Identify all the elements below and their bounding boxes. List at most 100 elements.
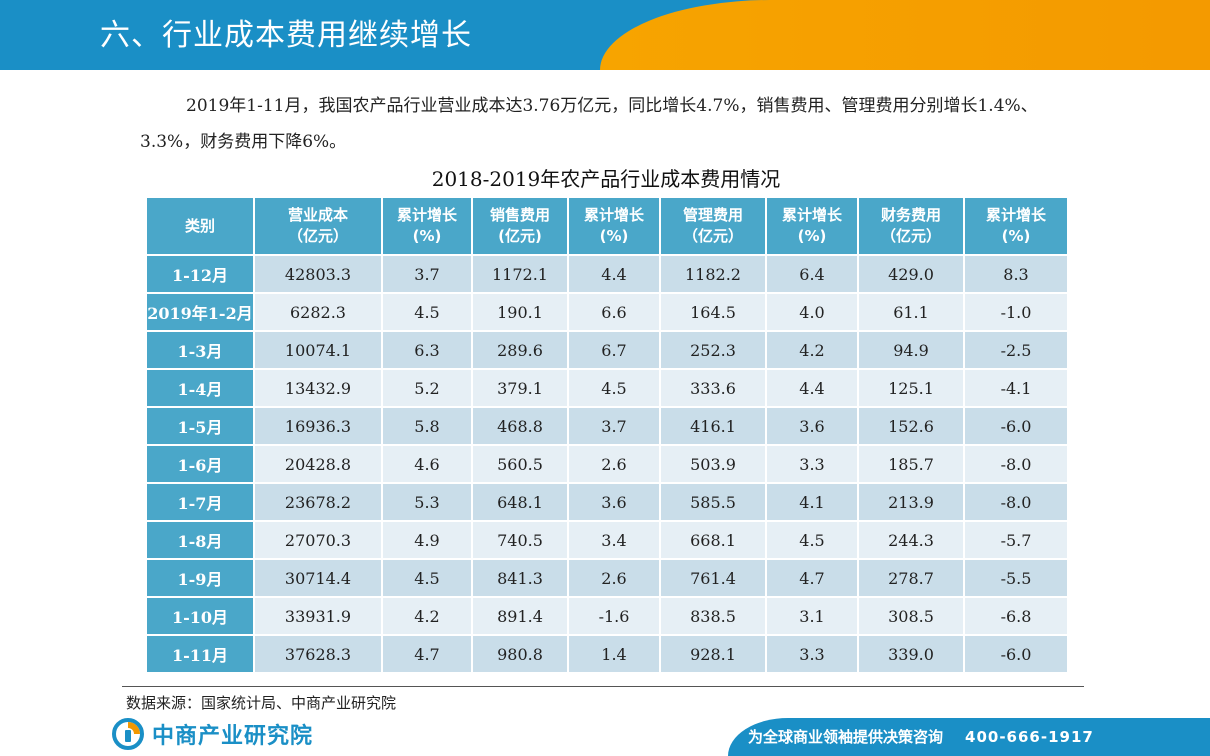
table-cell: 289.6 — [471, 330, 569, 370]
table-row: 1-11月 37628.3 4.7 980.8 1.4 928.1 3.3 339.0 -6.0 — [145, 634, 1069, 674]
table-cell: 4.5 — [381, 558, 473, 598]
column-header: 财务费用 （亿元） — [857, 196, 965, 256]
table-cell: 560.5 — [471, 444, 569, 484]
table-cell: 6282.3 — [253, 292, 383, 332]
table-cell: 841.3 — [471, 558, 569, 598]
table-cell: 33931.9 — [253, 596, 383, 636]
table-cell: 308.5 — [857, 596, 965, 636]
table-cell: 648.1 — [471, 482, 569, 522]
table-cell: 8.3 — [963, 254, 1069, 294]
source-divider — [122, 686, 1084, 687]
table-cell: 6.3 — [381, 330, 473, 370]
table-cell: 252.3 — [659, 330, 767, 370]
table-cell: 37628.3 — [253, 634, 383, 674]
table-row: 1-12月 42803.3 3.7 1172.1 4.4 1182.2 6.4 429.0 8.… — [145, 254, 1069, 294]
table-cell: 3.6 — [765, 406, 859, 446]
row-label: 1-3月 — [145, 330, 255, 370]
table-cell: 761.4 — [659, 558, 767, 598]
table-cell: 891.4 — [471, 596, 569, 636]
column-header-label: 累计增长 — [985, 206, 1046, 224]
column-header: 累计增长 (%) — [567, 196, 661, 256]
table-cell: 42803.3 — [253, 254, 383, 294]
table-cell: 4.7 — [765, 558, 859, 598]
column-header-label: 营业成本 — [287, 206, 348, 224]
table-cell: 244.3 — [857, 520, 965, 560]
table-cell: 668.1 — [659, 520, 767, 560]
table-cell: 1.4 — [567, 634, 661, 674]
row-label: 1-5月 — [145, 406, 255, 446]
table-row: 1-3月 10074.1 6.3 289.6 6.7 252.3 4.2 94.9 -2.5 — [145, 330, 1069, 370]
table-cell: 3.3 — [765, 634, 859, 674]
column-header-unit: （亿元） — [880, 227, 941, 245]
column-header-unit: (%) — [1001, 227, 1031, 245]
table-cell: 928.1 — [659, 634, 767, 674]
table-cell: 838.5 — [659, 596, 767, 636]
column-header-label: 销售费用 — [489, 206, 550, 224]
table-cell: 4.5 — [765, 520, 859, 560]
column-header-unit: (亿元) — [498, 227, 542, 245]
table-row: 1-9月 30714.4 4.5 841.3 2.6 761.4 4.7 278.7 -5.5 — [145, 558, 1069, 598]
column-header: 管理费用 （亿元） — [659, 196, 767, 256]
column-header: 累计增长 (%) — [381, 196, 473, 256]
table-cell: 3.7 — [381, 254, 473, 294]
intro-paragraph: 2019年1-11月，我国农产品行业营业成本达3.76万亿元，同比增长4.7%，… — [140, 96, 1038, 152]
table-cell: 980.8 — [471, 634, 569, 674]
table-cell: 429.0 — [857, 254, 965, 294]
column-header-label: 管理费用 — [682, 206, 743, 224]
cost-table: 类别 营业成本 （亿元） 累计增长 (%) 销售费用 (亿元) 累计增长 (%) 管理费用 （亿元）… — [145, 196, 1069, 674]
table-cell: 379.1 — [471, 368, 569, 408]
table-cell: 2.6 — [567, 444, 661, 484]
table-title: 2018-2019年农产品行业成本费用情况 — [431, 167, 781, 191]
footer-slogan: 为全球商业领袖提供决策咨询 — [748, 728, 944, 746]
table-cell: 4.2 — [765, 330, 859, 370]
row-label: 1-8月 — [145, 520, 255, 560]
column-header-label: 财务费用 — [880, 206, 941, 224]
table-cell: 213.9 — [857, 482, 965, 522]
column-header: 类别 — [145, 196, 255, 256]
header-orange-swoosh — [600, 0, 1210, 70]
column-header-unit: (%) — [797, 227, 827, 245]
table-cell: 740.5 — [471, 520, 569, 560]
row-label: 2019年1-2月 — [145, 292, 255, 332]
table-cell: 152.6 — [857, 406, 965, 446]
table-cell: 16936.3 — [253, 406, 383, 446]
table-cell: 6.4 — [765, 254, 859, 294]
table-cell: 1172.1 — [471, 254, 569, 294]
table-cell: 339.0 — [857, 634, 965, 674]
table-cell: 6.7 — [567, 330, 661, 370]
table-cell: 5.2 — [381, 368, 473, 408]
table-cell: 2.6 — [567, 558, 661, 598]
table-cell: 1182.2 — [659, 254, 767, 294]
table-cell: 27070.3 — [253, 520, 383, 560]
table-cell: 585.5 — [659, 482, 767, 522]
table-cell: 4.5 — [381, 292, 473, 332]
table-cell: -4.1 — [963, 368, 1069, 408]
table-cell: 20428.8 — [253, 444, 383, 484]
table-cell: 4.2 — [381, 596, 473, 636]
table-cell: 4.4 — [567, 254, 661, 294]
table-header-row: 类别 营业成本 （亿元） 累计增长 (%) 销售费用 (亿元) 累计增长 (%) 管理费用 （亿元）… — [145, 196, 1069, 256]
header-banner: 六、行业成本费用继续增长 — [0, 0, 1210, 70]
table-cell: -5.5 — [963, 558, 1069, 598]
table-cell: 278.7 — [857, 558, 965, 598]
table-cell: 333.6 — [659, 368, 767, 408]
zhongshang-logo-icon — [112, 718, 144, 750]
table-cell: 4.5 — [567, 368, 661, 408]
table-cell: 503.9 — [659, 444, 767, 484]
table-row: 1-6月 20428.8 4.6 560.5 2.6 503.9 3.3 185.7 -8.0 — [145, 444, 1069, 484]
column-header-label: 累计增长 — [583, 206, 644, 224]
table-cell: 125.1 — [857, 368, 965, 408]
footer-phone: 400-666-1917 — [965, 728, 1094, 746]
table-cell: 4.4 — [765, 368, 859, 408]
source-note: 数据来源：国家统计局、中商产业研究院 — [126, 694, 397, 712]
footer-slogan-block: 为全球商业领袖提供决策咨询 400-666-1917 — [748, 722, 1094, 752]
table-cell: 5.3 — [381, 482, 473, 522]
footer-bar — [728, 718, 1210, 756]
table-row: 1-8月 27070.3 4.9 740.5 3.4 668.1 4.5 244.3 -5.7 — [145, 520, 1069, 560]
table-cell: -8.0 — [963, 482, 1069, 522]
table-cell: 61.1 — [857, 292, 965, 332]
table-row: 2019年1-2月 6282.3 4.5 190.1 6.6 164.5 4.0 61.1 -1… — [145, 292, 1069, 332]
table-cell: -5.7 — [963, 520, 1069, 560]
table-cell: 3.4 — [567, 520, 661, 560]
table-cell: 6.6 — [567, 292, 661, 332]
